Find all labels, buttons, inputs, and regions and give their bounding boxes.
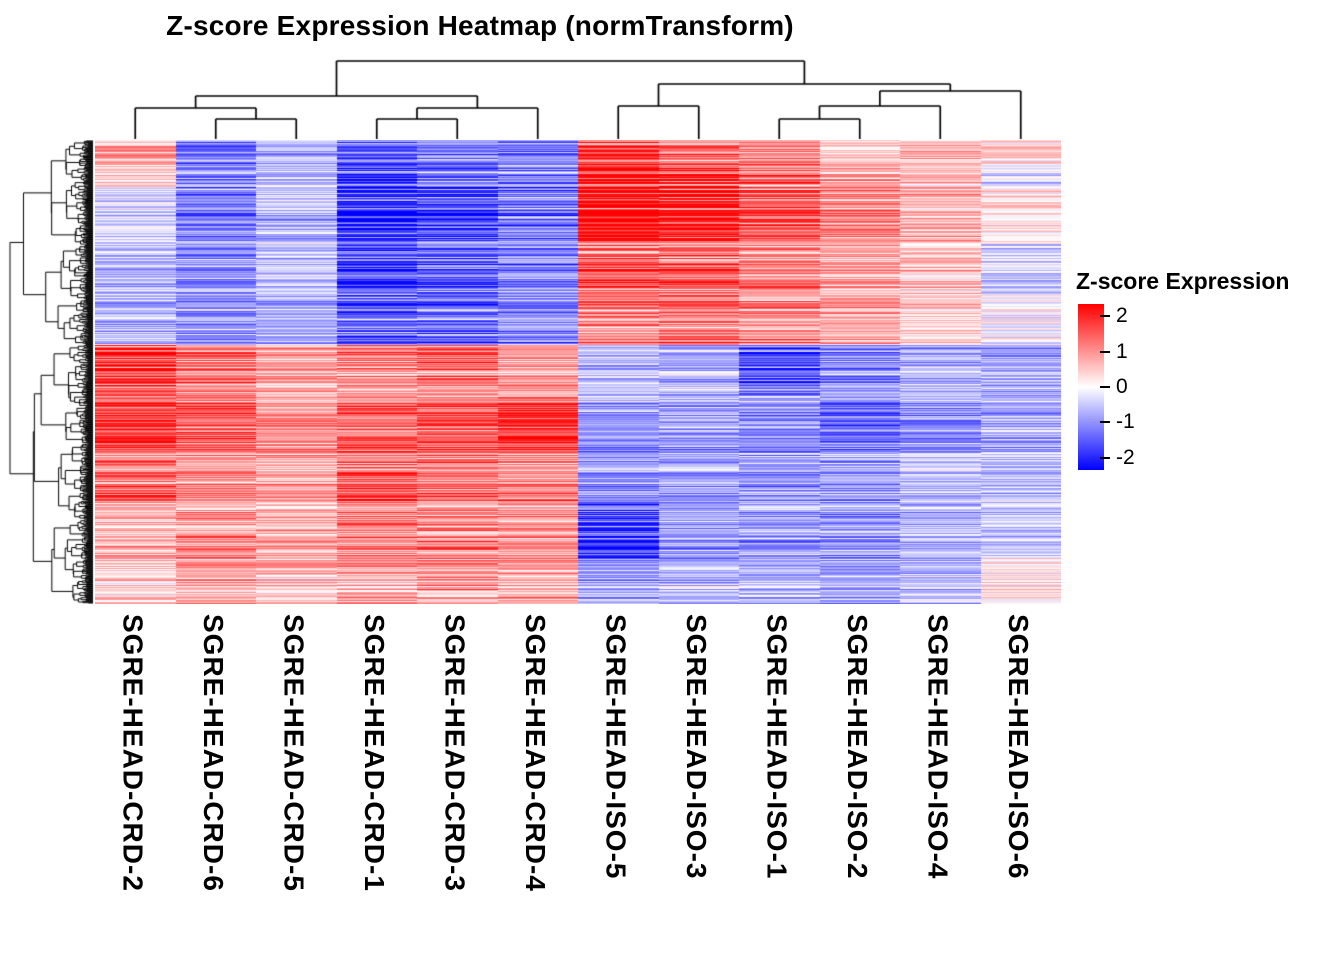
column-label: SGRE-HEAD-CRD-4	[519, 614, 551, 892]
column-label: SGRE-HEAD-CRD-6	[197, 614, 229, 892]
legend-tick-label: -1	[1116, 410, 1135, 434]
column-label: SGRE-HEAD-CRD-5	[278, 614, 310, 892]
column-label: SGRE-HEAD-CRD-2	[117, 614, 149, 892]
legend-tick-mark	[1100, 456, 1110, 459]
heatmap-canvas	[95, 140, 1061, 604]
legend-tick-label: 2	[1116, 304, 1128, 328]
column-dendrogram	[95, 56, 1061, 140]
row-dendrogram	[6, 140, 94, 604]
legend-tick-mark	[1100, 315, 1110, 318]
column-label: SGRE-HEAD-ISO-3	[680, 614, 712, 880]
column-label: SGRE-HEAD-ISO-1	[761, 614, 793, 880]
column-label: SGRE-HEAD-CRD-3	[439, 614, 471, 892]
column-label: SGRE-HEAD-ISO-6	[1002, 614, 1034, 880]
legend: Z-score Expression 2 1 0 -1 -2	[1076, 268, 1340, 508]
column-label: SGRE-HEAD-ISO-5	[600, 614, 632, 880]
legend-tick-label: 1	[1116, 339, 1128, 363]
column-label: SGRE-HEAD-ISO-4	[922, 614, 954, 880]
legend-tick-label: -2	[1116, 445, 1135, 469]
legend-tick-mark	[1100, 386, 1110, 388]
column-label: SGRE-HEAD-CRD-1	[358, 614, 390, 892]
legend-colorbar	[1078, 304, 1104, 470]
legend-tick-mark	[1100, 350, 1110, 353]
chart-title: Z-score Expression Heatmap (normTransfor…	[166, 10, 794, 41]
legend-tick-label: 0	[1116, 375, 1128, 398]
legend-title: Z-score Expression	[1076, 268, 1290, 294]
column-label: SGRE-HEAD-ISO-2	[841, 614, 873, 880]
legend-tick-mark	[1100, 421, 1110, 424]
